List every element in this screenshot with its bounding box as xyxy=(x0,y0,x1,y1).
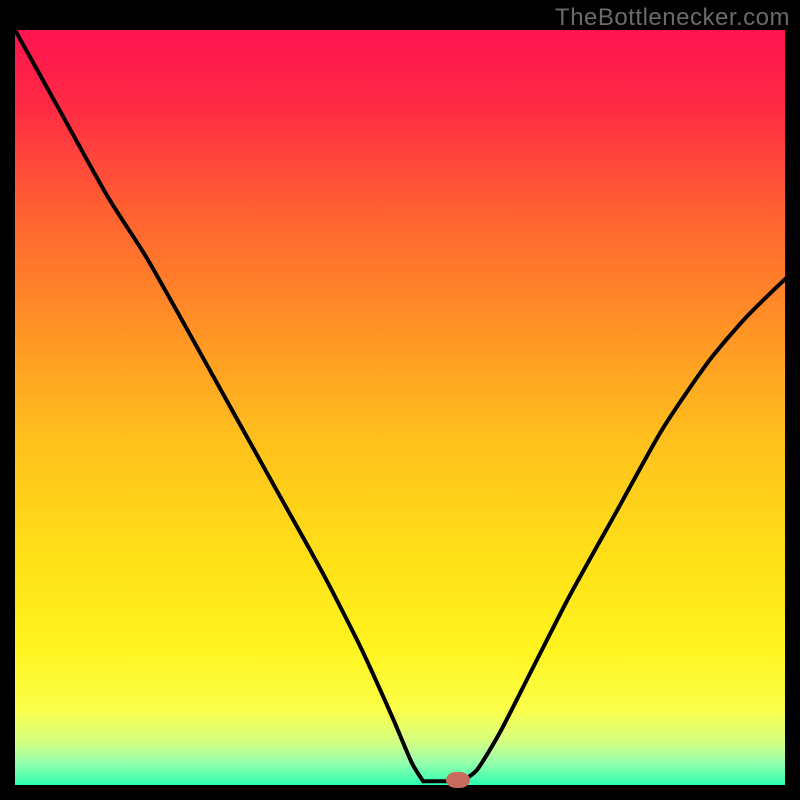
plot-area xyxy=(15,30,785,785)
chart-container: TheBottlenecker.com xyxy=(0,0,800,800)
bottleneck-marker xyxy=(446,772,470,788)
watermark-text: TheBottlenecker.com xyxy=(555,4,790,32)
bottleneck-curve xyxy=(15,30,785,785)
